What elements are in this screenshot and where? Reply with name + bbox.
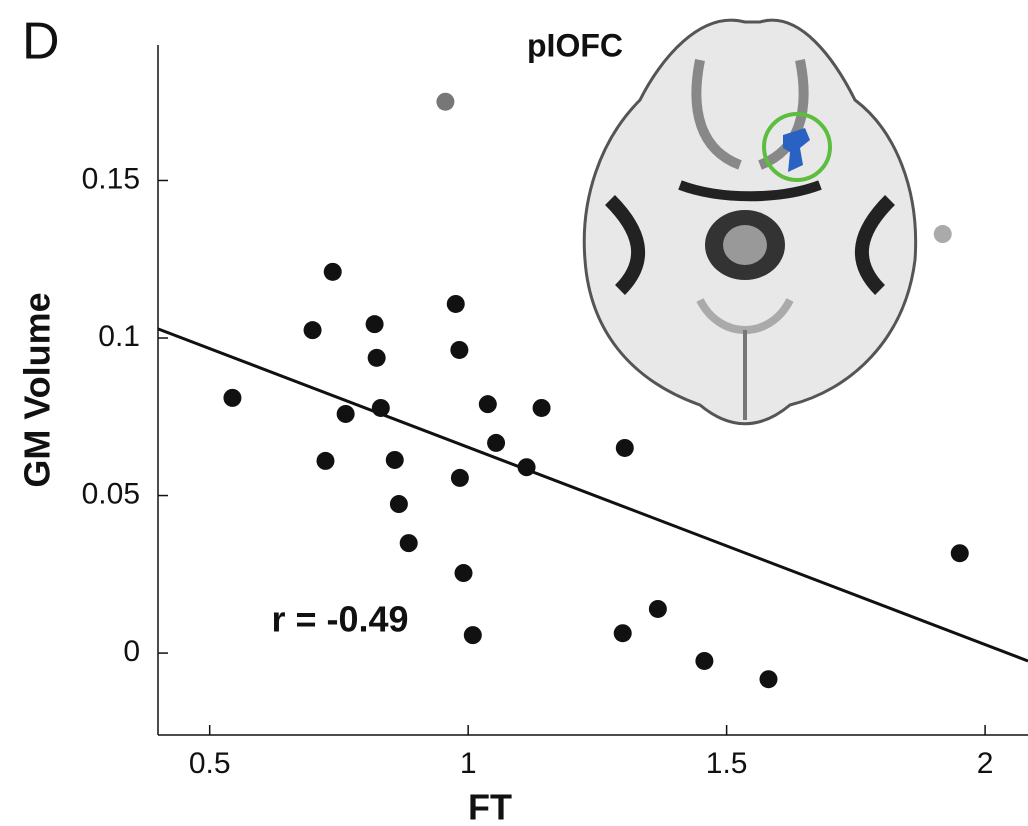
point bbox=[464, 626, 482, 644]
x-tick-label: 0.5 bbox=[189, 747, 231, 780]
point bbox=[934, 225, 952, 243]
point bbox=[223, 389, 241, 407]
y-tick-label: 0 bbox=[123, 635, 140, 668]
point bbox=[372, 399, 390, 417]
annotation: r = -0.49 bbox=[271, 599, 408, 640]
point bbox=[450, 341, 468, 359]
point bbox=[447, 295, 465, 313]
point bbox=[614, 624, 632, 642]
point bbox=[400, 534, 418, 552]
x-tick-label: 1 bbox=[460, 747, 477, 780]
point bbox=[324, 263, 342, 281]
x-axis-label: FT bbox=[468, 787, 512, 826]
point bbox=[451, 469, 469, 487]
point bbox=[304, 321, 322, 339]
point bbox=[479, 395, 497, 413]
y-tick-label: 0.1 bbox=[98, 320, 140, 353]
point bbox=[649, 600, 667, 618]
y-tick-label: 0.05 bbox=[82, 477, 140, 510]
point bbox=[316, 452, 334, 470]
x-tick-label: 2 bbox=[977, 747, 994, 780]
point bbox=[616, 439, 634, 457]
point bbox=[759, 670, 777, 688]
y-axis-label: GM Volume bbox=[17, 292, 58, 487]
point bbox=[390, 495, 408, 513]
brain-image bbox=[584, 20, 915, 424]
x-tick-label: 1.5 bbox=[706, 747, 748, 780]
point bbox=[386, 451, 404, 469]
chart-title: pIOFC bbox=[527, 27, 623, 63]
point bbox=[436, 93, 454, 111]
point bbox=[487, 434, 505, 452]
point bbox=[368, 349, 386, 367]
point bbox=[533, 399, 551, 417]
point bbox=[366, 315, 384, 333]
point bbox=[455, 564, 473, 582]
panel-label: D bbox=[22, 13, 60, 71]
point bbox=[951, 544, 969, 562]
point bbox=[695, 652, 713, 670]
y-tick-label: 0.15 bbox=[82, 162, 140, 195]
chart: D pIOFC r = -0.49 FT GM Volume 0.5 1 1.5 2 0… bbox=[0, 0, 1028, 826]
point bbox=[518, 458, 536, 476]
point bbox=[337, 405, 355, 423]
